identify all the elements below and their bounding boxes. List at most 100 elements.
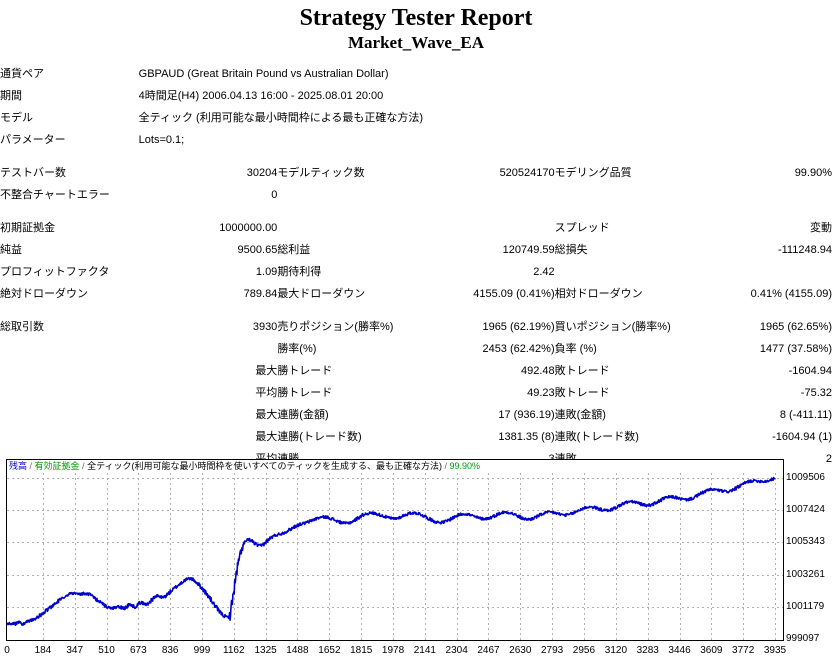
maxprofit-loss-label: 連敗(トレード数) xyxy=(554,431,639,443)
spacer-row xyxy=(0,206,832,217)
profitfactor-label: プロフィットファクタ xyxy=(0,266,110,278)
absdd-value: 789.84 xyxy=(243,288,278,300)
spread-value: 変動 xyxy=(810,222,832,234)
row-total-trades: 総取引数 3930 売りポジション(勝率%) 1965 (62.19%) 買いポ… xyxy=(0,316,832,338)
largest-label: 最大 xyxy=(255,365,278,377)
expected-value: 2.42 xyxy=(533,266,555,278)
maxconsec-loss-value: 8 (-411.11) xyxy=(779,409,832,421)
x-axis-tick-label: 2304 xyxy=(445,645,468,656)
x-axis-tick-label: 347 xyxy=(66,645,84,656)
netprofit-value: 9500.65 xyxy=(237,244,278,256)
quality-label: モデリング品質 xyxy=(554,167,632,179)
maxprofit-wins-value: 1381.35 (8) xyxy=(498,431,555,443)
expected-label: 期待利得 xyxy=(277,266,322,278)
empty-cell xyxy=(693,261,832,283)
maxdd-value: 4155.09 (0.41%) xyxy=(473,288,555,300)
netprofit-label: 純益 xyxy=(0,244,22,256)
x-axis-tick-label: 3120 xyxy=(604,645,628,656)
report-stats-table: 通貨ペア GBPAUD (Great Britain Pound vs Aust… xyxy=(0,52,832,470)
row-winrate: 勝率(%) 2453 (62.42%) 負率 (%) 1477 (37.58%) xyxy=(0,338,832,360)
maxconsec-loss-label: 連敗(金額) xyxy=(554,409,606,421)
empty-cell xyxy=(277,217,416,239)
x-axis-tick-label: 0 xyxy=(4,645,10,656)
quality-value: 99.90% xyxy=(794,167,832,179)
model-value: 全ティック (利用可能な最小時間枠による最も正確な方法) xyxy=(138,112,424,124)
empty-cell xyxy=(0,426,139,448)
lossrate-value: 1477 (37.58%) xyxy=(759,343,832,355)
row-parameters: パラメーター Lots=0.1; xyxy=(0,129,832,151)
deposit-value: 1000000.00 xyxy=(219,222,278,234)
deposit-label: 初期証拠金 xyxy=(0,222,55,234)
y-axis-tick-label: 1009506 xyxy=(786,472,825,483)
row-mismatch: 不整合チャートエラー 0 xyxy=(0,184,832,206)
reldd-label: 相対ドローダウン xyxy=(554,288,643,300)
period-label: 期間 xyxy=(0,90,22,102)
legend-equity-label: 有効証拠金 xyxy=(34,461,80,471)
equity-chart: 残高 / 有効証拠金 / 全ティック(利用可能な最小時間枠を使いすべてのティック… xyxy=(6,459,784,641)
symbol-label: 通貨ペア xyxy=(0,68,44,80)
x-axis-tick-label: 3772 xyxy=(732,645,755,656)
empty-cell xyxy=(0,382,139,404)
x-axis-tick-label: 2141 xyxy=(413,645,436,656)
maxprofit-wins-label: 連勝(トレード数) xyxy=(277,431,362,443)
x-axis-tick-label: 1488 xyxy=(286,645,309,656)
x-axis-tick-label: 3446 xyxy=(668,645,691,656)
parameters-value: Lots=0.1; xyxy=(138,134,185,146)
mismatch-value: 0 xyxy=(271,189,278,201)
x-axis-tick-label: 1325 xyxy=(254,645,277,656)
spacer-row xyxy=(0,52,832,63)
chart-plot-area xyxy=(7,473,783,640)
x-axis-tick-label: 1162 xyxy=(223,645,245,656)
empty-cell xyxy=(693,184,832,206)
mismatch-label: 不整合チャートエラー xyxy=(0,189,110,201)
row-profitfactor: プロフィットファクタ 1.09 期待利得 2.42 xyxy=(0,261,832,283)
ticks-label: モデルティック数 xyxy=(277,167,365,179)
row-largest: 最大 勝トレード 492.48 敗トレード -1604.94 xyxy=(0,360,832,382)
reldd-value: 0.41% (4155.09) xyxy=(750,288,832,300)
long-positions-value: 1965 (62.65%) xyxy=(759,321,832,333)
x-axis-tick-label: 2793 xyxy=(540,645,564,656)
x-axis-tick-label: 2467 xyxy=(477,645,500,656)
chart-legend: 残高 / 有効証拠金 / 全ティック(利用可能な最小時間枠を使いすべてのティック… xyxy=(9,461,481,471)
row-period: 期間 4時間足(H4) 2006.04.13 16:00 - 2025.08.0… xyxy=(0,85,832,107)
spacer-row xyxy=(0,305,832,316)
spread-label: スプレッド xyxy=(554,222,610,234)
legend-quality-label: 99.90% xyxy=(449,461,481,471)
equity-curve-svg xyxy=(7,473,783,640)
row-maxprofit-count: 最大 連勝(トレード数) 1381.35 (8) 連敗(トレード数) -1604… xyxy=(0,426,832,448)
ticks-value: 520524170 xyxy=(499,167,555,179)
maxconsec-label: 最大 xyxy=(255,409,278,421)
x-axis-tick-label: 184 xyxy=(34,645,52,656)
row-model: モデル 全ティック (利用可能な最小時間枠による最も正確な方法) xyxy=(0,107,832,129)
total-trades-value: 3930 xyxy=(252,321,278,333)
chart-y-axis: 999097 1001179 1003261 1005343 1007424 100950… xyxy=(786,459,832,659)
empty-cell xyxy=(0,338,139,360)
grossloss-value: -111248.94 xyxy=(777,244,832,256)
series-line-balance xyxy=(7,476,776,626)
largest-loss-value: -1604.94 xyxy=(788,365,832,377)
chart-frame xyxy=(6,459,784,641)
short-positions-value: 1965 (62.19%) xyxy=(482,321,555,333)
bars-value: 30204 xyxy=(246,167,278,179)
row-netprofit: 純益 9500.65 総利益 120749.59 総損失 -111248.94 xyxy=(0,239,832,261)
row-average: 平均 勝トレード 49.23 敗トレード -75.32 xyxy=(0,382,832,404)
model-label: モデル xyxy=(0,112,33,124)
lossrate-label: 負率 (%) xyxy=(554,343,597,355)
x-axis-tick-label: 673 xyxy=(130,645,147,656)
empty-cell xyxy=(277,184,416,206)
grossprofit-label: 総利益 xyxy=(277,244,311,256)
legend-balance-label: 残高 xyxy=(9,461,28,471)
maxprofit-label: 最大 xyxy=(255,431,278,443)
grossloss-label: 総損失 xyxy=(554,244,588,256)
row-drawdown: 絶対ドローダウン 789.84 最大ドローダウン 4155.09 (0.41%)… xyxy=(0,283,832,305)
row-bars-ticks-quality: テストバー数 30204 モデルティック数 520524170 モデリング品質 … xyxy=(0,162,832,184)
average-loss-label: 敗トレード xyxy=(554,387,610,399)
x-axis-tick-label: 510 xyxy=(98,645,115,656)
average-win-label: 勝トレード xyxy=(277,387,333,399)
empty-cell xyxy=(0,360,139,382)
x-axis-tick-label: 1652 xyxy=(318,645,341,656)
x-axis-tick-label: 999 xyxy=(193,645,211,656)
parameters-label: パラメーター xyxy=(0,134,66,146)
largest-win-label: 勝トレード xyxy=(277,365,333,377)
y-axis-tick-label: 1005343 xyxy=(786,536,825,548)
